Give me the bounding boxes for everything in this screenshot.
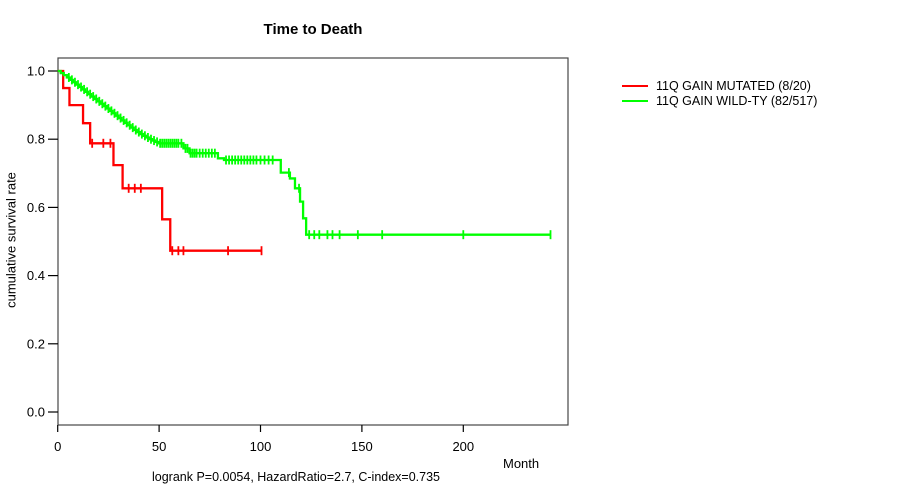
y-tick-label: 0.4	[27, 268, 45, 283]
y-tick-label: 0.8	[27, 132, 45, 147]
km-curve-wildtype	[57, 69, 552, 240]
y-tick-label: 0.6	[27, 200, 45, 215]
y-tick-label: 1.0	[27, 64, 45, 79]
plot-box	[57, 57, 569, 426]
x-tick-label: 0	[54, 439, 61, 454]
survival-step-line	[57, 69, 551, 236]
legend-item-wildtype: 11Q GAIN WILD-TY (82/517)	[622, 93, 817, 108]
x-tick-label: 200	[452, 439, 474, 454]
y-tick-label: 0.0	[27, 405, 45, 420]
x-tick-label: 50	[152, 439, 166, 454]
x-tick-label: 150	[351, 439, 373, 454]
y-tick-label: 0.2	[27, 336, 45, 351]
legend-line-wildtype-icon	[622, 99, 648, 102]
x-axis-ticks: 0 50 100 150 200	[54, 425, 474, 454]
stats-caption: logrank P=0.0054, HazardRatio=2.7, C-ind…	[151, 470, 441, 484]
y-axis-ticks: 0.0 0.2 0.4 0.6 0.8 1.0	[27, 64, 58, 420]
legend-label-mutated: 11Q GAIN MUTATED (8/20)	[656, 78, 811, 93]
km-curve-mutated	[57, 69, 263, 256]
survival-step-line	[57, 69, 262, 252]
x-tick-label: 100	[250, 439, 272, 454]
legend: 11Q GAIN MUTATED (8/20) 11Q GAIN WILD-TY…	[622, 78, 817, 108]
chart-title: Time to Death	[263, 21, 363, 38]
legend-item-mutated: 11Q GAIN MUTATED (8/20)	[622, 78, 817, 93]
legend-line-mutated-icon	[622, 84, 648, 87]
legend-label-wildtype: 11Q GAIN WILD-TY (82/517)	[656, 93, 818, 108]
x-axis-title: Month	[503, 456, 540, 471]
